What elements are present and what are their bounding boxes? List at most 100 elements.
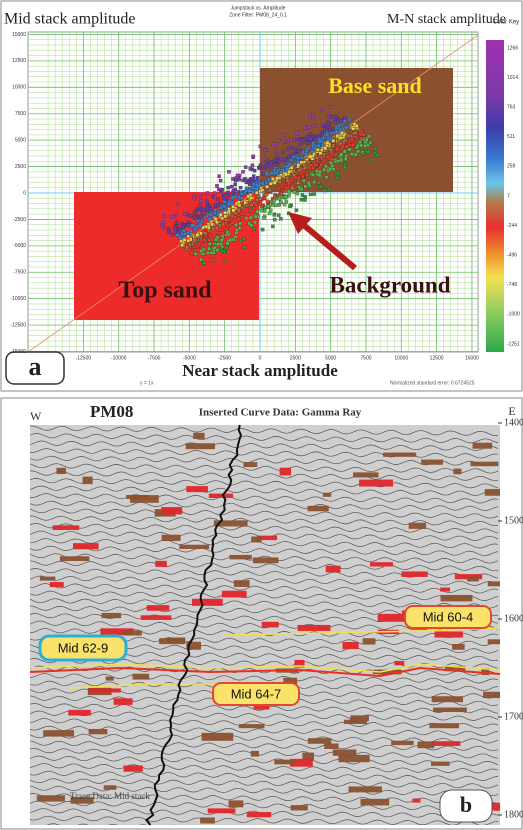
scatter-dot	[307, 182, 310, 185]
scatter-dot	[209, 208, 212, 211]
footer: Normalized standard error: 0.6724525	[390, 380, 475, 386]
scatter-dot	[254, 215, 257, 218]
scatter-dot	[330, 158, 333, 161]
scatter-dot	[274, 172, 277, 175]
amplitude-patch	[291, 805, 308, 810]
scatter-dot	[251, 164, 254, 167]
scatter-dot	[316, 148, 319, 151]
y-tick-label: 15000	[12, 32, 26, 38]
amplitude-patch	[104, 785, 117, 790]
amplitude-patch	[391, 741, 414, 745]
scatter-dot	[334, 115, 337, 118]
scatter-dot	[199, 250, 202, 253]
scatter-dot	[187, 239, 190, 242]
color-key-label: -496	[507, 253, 517, 259]
scatter-dot	[263, 157, 266, 160]
scatter-dot	[255, 184, 258, 187]
scatter-dot	[162, 214, 165, 217]
amplitude-patch	[467, 577, 479, 582]
scatter-dot	[362, 152, 365, 155]
scatter-dot	[270, 171, 273, 174]
amplitude-patch	[280, 468, 291, 476]
scatter-dot	[170, 216, 173, 219]
scatter-dot	[250, 210, 253, 213]
scatter-dot	[232, 209, 235, 212]
scatter-dot	[254, 204, 257, 207]
scatter-dot	[324, 147, 327, 150]
scatter-dot	[365, 139, 368, 142]
scatter-dot	[332, 144, 335, 147]
scatter-dot	[218, 175, 221, 178]
amplitude-patch	[333, 749, 357, 755]
scatter-dot	[203, 238, 206, 241]
scatter-dot	[221, 188, 224, 191]
scatter-dot	[262, 216, 265, 219]
scatter-dot	[255, 188, 258, 191]
amplitude-patch	[370, 562, 393, 566]
amplitude-patch	[73, 543, 99, 549]
scatter-dot	[281, 183, 284, 186]
scatter-dot	[354, 153, 357, 156]
scatter-dot	[279, 157, 282, 160]
scatter-dot	[293, 174, 296, 177]
scatter-dot	[292, 155, 295, 158]
scatter-dot	[244, 166, 247, 169]
scatter-dot	[263, 210, 266, 213]
scatter-dot	[298, 186, 301, 189]
scatter-dot	[313, 180, 316, 183]
x-axis-title: Near stack amplitude	[182, 361, 338, 380]
scatter-dot	[204, 232, 207, 235]
scatter-dot	[206, 191, 209, 194]
scatter-dot	[199, 205, 202, 208]
scatter-dot	[284, 195, 287, 198]
x-tick-label: -10000	[111, 355, 127, 361]
scatter-dot	[303, 126, 306, 129]
amplitude-patch	[308, 506, 329, 511]
scatter-dot	[251, 186, 254, 189]
right-title: M-N stack amplitude	[387, 12, 506, 27]
amplitude-patch	[344, 720, 367, 724]
scatter-dot	[251, 190, 254, 193]
scatter-dot	[308, 125, 311, 128]
scatter-dot	[359, 144, 362, 147]
scatter-dot	[329, 167, 332, 170]
amplitude-patch	[383, 453, 416, 457]
scatter-dot	[200, 212, 203, 215]
panel-title: PM08	[90, 402, 133, 421]
scatter-dot	[266, 163, 269, 166]
scatter-dot	[232, 189, 235, 192]
amplitude-patch	[222, 591, 247, 598]
scatter-dot	[242, 237, 245, 240]
scatter-dot	[309, 193, 312, 196]
scatter-dot	[336, 147, 339, 150]
scatter-dot	[237, 218, 240, 221]
scatter-dot	[318, 173, 321, 176]
scatter-dot	[304, 153, 307, 156]
scatter-dot	[288, 205, 291, 208]
scatter-dot	[326, 125, 329, 128]
scatter-dot	[199, 199, 202, 202]
scatter-dot	[348, 148, 351, 151]
scatter-dot	[193, 238, 196, 241]
scatter-dot	[286, 179, 289, 182]
scatter-dot	[186, 246, 189, 249]
scatter-dot	[297, 163, 300, 166]
amplitude-patch	[453, 469, 461, 475]
scatter-dot	[355, 146, 358, 149]
amplitude-patch	[394, 661, 404, 665]
scatter-dot	[258, 203, 261, 206]
scatter-dot	[294, 147, 297, 150]
scatter-dot	[230, 185, 233, 188]
x-tick-label: 0	[259, 355, 262, 361]
scatter-dot	[268, 189, 271, 192]
scatter-dot	[259, 164, 262, 167]
amplitude-patch	[431, 741, 460, 746]
scatter-dot	[326, 155, 329, 158]
amplitude-patch	[133, 674, 150, 680]
scatter-dot	[279, 192, 282, 195]
scatter-dot	[322, 153, 325, 156]
scatter-dot	[273, 218, 276, 221]
scatter-dot	[200, 258, 203, 261]
scatter-dot	[239, 239, 242, 242]
scatter-dot	[344, 166, 347, 169]
